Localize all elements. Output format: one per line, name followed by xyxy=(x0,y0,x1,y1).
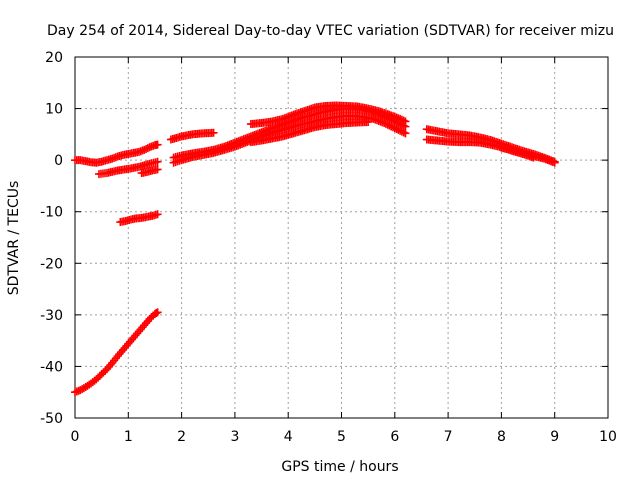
y-axis-label: SDTVAR / TECUs xyxy=(6,181,22,296)
series-arc-2 xyxy=(94,157,162,179)
data-point xyxy=(153,308,162,317)
series-arc-6 xyxy=(166,128,218,144)
data-point xyxy=(140,145,149,154)
data-point xyxy=(209,128,218,137)
data-point xyxy=(380,119,389,128)
data-point xyxy=(394,125,403,134)
x-axis-label: GPS time / hours xyxy=(281,459,398,475)
data-point xyxy=(153,165,162,174)
x-tick-label: 1 xyxy=(124,429,133,445)
y-tick-label: -40 xyxy=(40,359,63,375)
series-arc-13 xyxy=(497,143,559,167)
series-arc-10 xyxy=(246,117,373,147)
x-tick-label: 10 xyxy=(599,429,617,445)
x-tick-label: 6 xyxy=(390,429,399,445)
data-point xyxy=(401,129,410,138)
data-point xyxy=(153,157,162,166)
chart-title: Day 254 of 2014, Sidereal Day-to-day VTE… xyxy=(47,23,614,39)
data-point xyxy=(364,117,373,126)
y-tick-label: -20 xyxy=(40,256,63,272)
data-point xyxy=(392,125,401,134)
x-tick-label: 3 xyxy=(230,429,239,445)
data-point xyxy=(101,366,110,375)
x-tick-label: 4 xyxy=(284,429,293,445)
series-arc-3 xyxy=(137,165,162,178)
data-point xyxy=(387,122,396,131)
x-tick-label: 9 xyxy=(550,429,559,445)
data-point xyxy=(396,126,405,135)
data-point xyxy=(383,120,392,129)
x-tick-label: 5 xyxy=(337,429,346,445)
data-point xyxy=(381,119,390,128)
y-tick-label: -10 xyxy=(40,205,63,221)
data-points xyxy=(71,101,559,397)
x-tick-label: 8 xyxy=(497,429,506,445)
y-tick-label: -30 xyxy=(40,308,63,324)
data-point xyxy=(399,116,408,125)
series-arc-5 xyxy=(71,308,162,397)
series-arc-1 xyxy=(71,140,162,167)
y-tick-label: 0 xyxy=(54,153,63,169)
data-point xyxy=(143,144,152,153)
y-tick-label: 10 xyxy=(45,102,63,118)
axis-tick-labels: 0 1 2 3 4 5 6 7 8 9 10 -50 -40 -30 -20 -10 0 10 20 xyxy=(40,50,617,445)
data-point xyxy=(397,127,406,136)
y-tick-label: 20 xyxy=(45,50,63,66)
data-point xyxy=(399,128,408,137)
series-arc-4 xyxy=(116,210,162,227)
x-tick-label: 2 xyxy=(177,429,186,445)
data-point xyxy=(153,210,162,219)
data-point xyxy=(401,117,410,126)
x-tick-label: 7 xyxy=(444,429,453,445)
data-point xyxy=(397,115,406,124)
y-tick-label: -50 xyxy=(40,411,63,427)
data-point xyxy=(389,123,398,132)
data-point xyxy=(385,121,394,130)
series-arc-9 xyxy=(246,101,410,129)
data-point xyxy=(550,158,559,167)
data-point xyxy=(390,124,399,133)
data-point xyxy=(142,144,151,153)
data-point xyxy=(396,114,405,123)
x-tick-label: 0 xyxy=(71,429,80,445)
data-point xyxy=(153,140,162,149)
